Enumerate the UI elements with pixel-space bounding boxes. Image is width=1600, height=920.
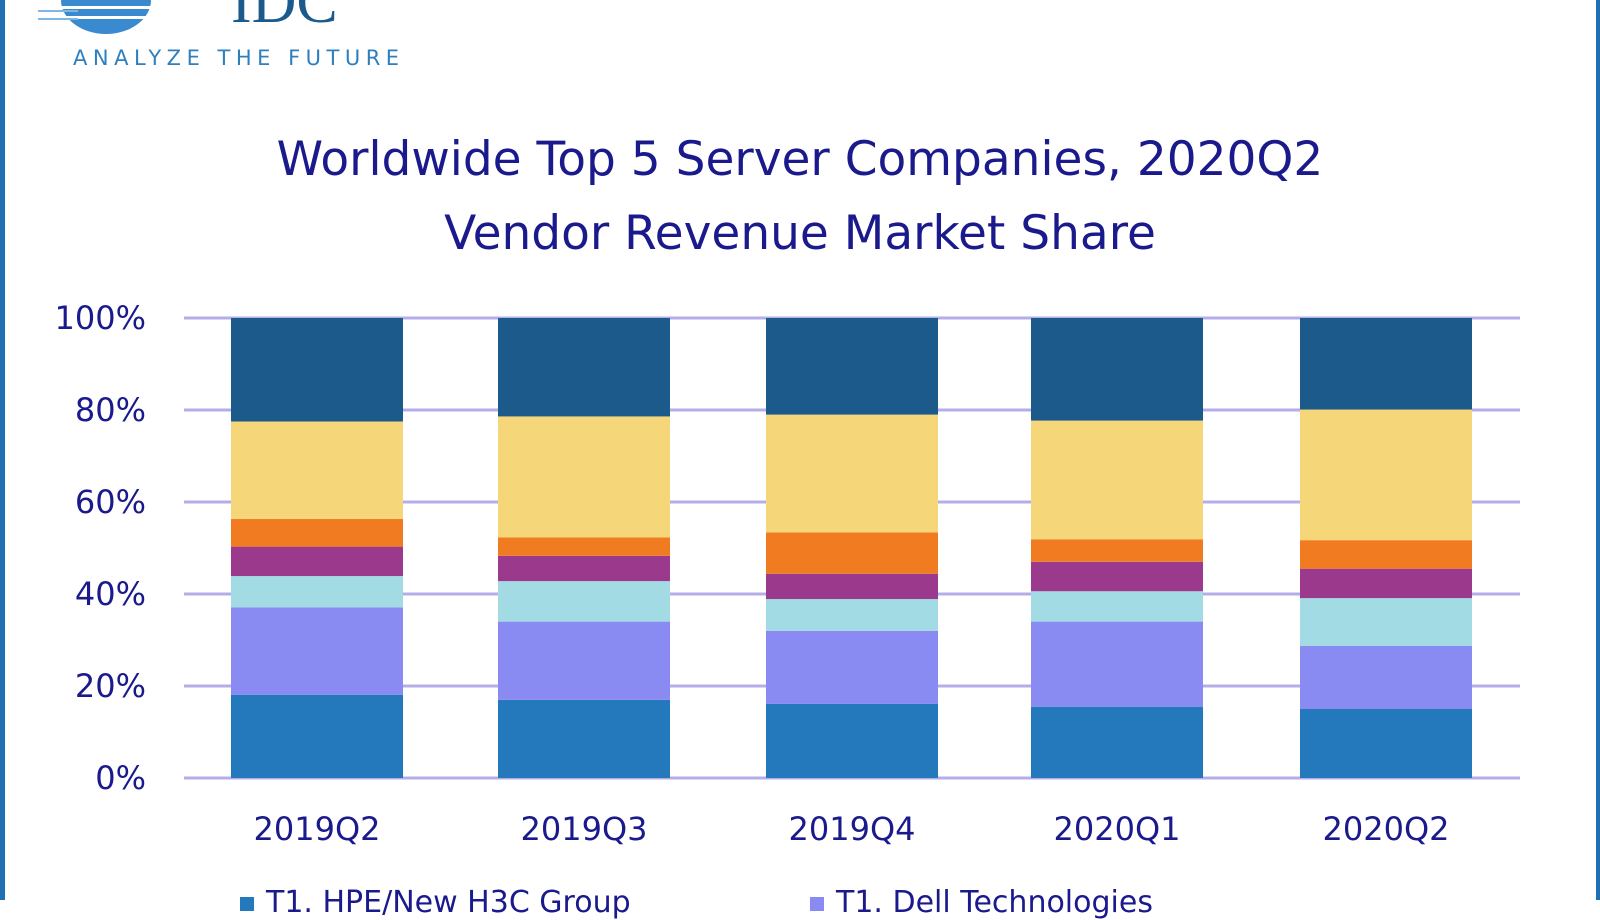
bar-segment xyxy=(1031,591,1203,622)
chart-subtitle: Vendor Revenue Market Share xyxy=(444,206,1156,261)
x-tick-label: 2019Q3 xyxy=(521,810,648,848)
stacked-bar-chart: 0% 20% 40% 60% 80% 100% 2019Q2 2019Q3 2019Q4 2020… xyxy=(55,299,1520,848)
x-tick-label: 2019Q4 xyxy=(789,810,916,848)
bar-segment xyxy=(498,416,670,538)
x-tick-label: 2020Q1 xyxy=(1054,810,1181,848)
bar-segment xyxy=(766,532,938,574)
idc-globe-logo: IDC xyxy=(36,0,338,36)
bar-segment xyxy=(231,318,403,422)
bar-segment xyxy=(1300,568,1472,599)
bar-segment xyxy=(1031,706,1203,778)
bar-segment xyxy=(231,546,403,577)
y-tick-label: 100% xyxy=(55,299,146,337)
legend-item: T1. HPE/New H3C Group xyxy=(240,885,631,920)
y-tick-label: 80% xyxy=(75,391,146,429)
frame-right-border xyxy=(1596,0,1600,900)
bar-segment xyxy=(231,576,403,608)
bar-segment xyxy=(231,694,403,778)
bar-segment xyxy=(1031,621,1203,707)
bar-segment xyxy=(1300,645,1472,709)
y-tick-label: 20% xyxy=(75,667,146,705)
bar-segment xyxy=(1031,561,1203,592)
svg-text:IDC: IDC xyxy=(231,0,338,36)
bar-segment xyxy=(498,555,670,582)
y-tick-label: 60% xyxy=(75,483,146,521)
legend-label: T1. Dell Technologies xyxy=(836,885,1153,920)
legend-label: T1. HPE/New H3C Group xyxy=(266,885,631,920)
bar-segment xyxy=(1300,709,1472,778)
legend-swatch xyxy=(810,896,824,911)
bar-segment xyxy=(1300,318,1472,410)
legend-item: T1. Dell Technologies xyxy=(810,885,1153,920)
chart-title: Worldwide Top 5 Server Companies, 2020Q2 xyxy=(276,132,1324,187)
bar-segment xyxy=(766,630,938,704)
bar-segment xyxy=(1300,409,1472,541)
bar-segment xyxy=(1031,420,1203,540)
x-tick-label: 2020Q2 xyxy=(1323,810,1450,848)
bar-segment xyxy=(498,318,670,417)
bar-segment xyxy=(1300,598,1472,646)
idc-logo: IDC ANALYZE THE FUTURE xyxy=(36,0,416,75)
bar-segment xyxy=(766,599,938,631)
bar-segment xyxy=(1031,318,1203,421)
bar-segment xyxy=(1300,540,1472,569)
x-tick-label: 2019Q2 xyxy=(254,810,381,848)
bar-segment xyxy=(498,621,670,700)
logo-tagline: ANALYZE THE FUTURE xyxy=(73,46,405,70)
y-tick-label: 0% xyxy=(95,759,146,797)
frame-left-border xyxy=(0,0,5,900)
bar-segment xyxy=(766,414,938,533)
bar-segment xyxy=(766,573,938,600)
bar-segment xyxy=(1031,539,1203,562)
legend-swatch xyxy=(240,896,254,911)
bar-segment xyxy=(498,537,670,556)
bar-segment xyxy=(766,318,938,415)
bar-segment xyxy=(766,703,938,778)
bar-segment xyxy=(231,607,403,695)
bar-segment xyxy=(498,581,670,622)
y-tick-label: 40% xyxy=(75,575,146,613)
bar-segment xyxy=(498,699,670,778)
bar-segment xyxy=(231,421,403,520)
bar-segment xyxy=(231,519,403,547)
